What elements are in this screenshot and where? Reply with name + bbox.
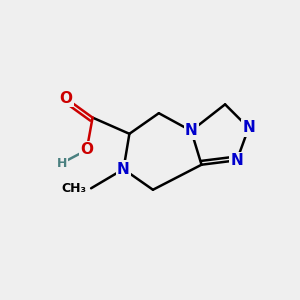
Text: O: O (80, 142, 93, 158)
Text: O: O (60, 91, 73, 106)
Text: N: N (230, 153, 243, 168)
Text: CH₃: CH₃ (62, 182, 87, 195)
Text: N: N (185, 123, 198, 138)
Text: H: H (56, 157, 67, 170)
Text: N: N (117, 162, 130, 177)
Text: N: N (242, 120, 255, 135)
